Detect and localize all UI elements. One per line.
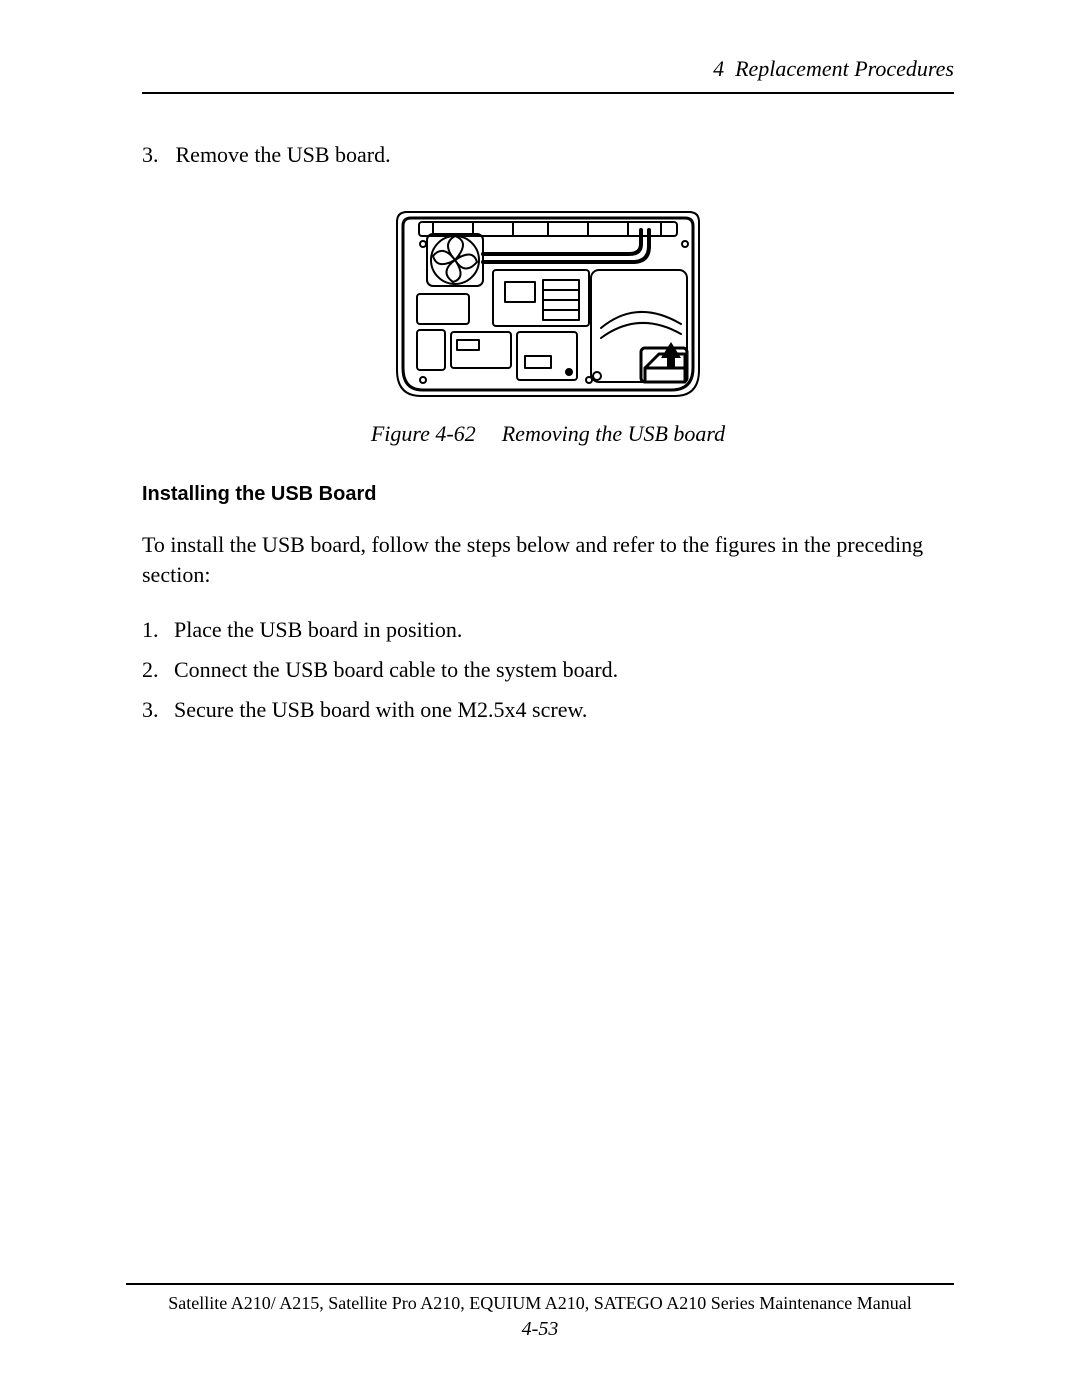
install-steps: 1. Place the USB board in position. 2. C… — [142, 615, 954, 724]
step-text: Remove the USB board. — [176, 142, 391, 167]
page-number: 4-53 — [126, 1318, 954, 1341]
list-item: 2. Connect the USB board cable to the sy… — [142, 655, 954, 685]
laptop-base-diagram — [393, 200, 703, 400]
figure-label: Figure 4-62 — [371, 421, 476, 446]
step-text: Place the USB board in position. — [174, 615, 462, 645]
figure — [142, 200, 954, 405]
chapter-title: Replacement Procedures — [735, 56, 954, 81]
section-intro: To install the USB board, follow the ste… — [142, 530, 954, 589]
figure-caption: Figure 4-62 Removing the USB board — [142, 421, 954, 447]
list-item: 1. Place the USB board in position. — [142, 615, 954, 645]
step-number: 3. — [142, 695, 174, 725]
step-number: 2. — [142, 655, 174, 685]
footer-rule — [126, 1283, 954, 1285]
list-item: 3. Secure the USB board with one M2.5x4 … — [142, 695, 954, 725]
step-text: Secure the USB board with one M2.5x4 scr… — [174, 695, 587, 725]
manual-title: Satellite A210/ A215, Satellite Pro A210… — [126, 1293, 954, 1314]
chapter-number: 4 — [713, 56, 724, 81]
step-number: 1. — [142, 615, 174, 645]
figure-title: Removing the USB board — [502, 421, 725, 446]
top-step: 3. Remove the USB board. — [142, 142, 954, 168]
step-text: Connect the USB board cable to the syste… — [174, 655, 618, 685]
page-footer: Satellite A210/ A215, Satellite Pro A210… — [126, 1283, 954, 1341]
page-header: 4 Replacement Procedures — [142, 56, 954, 82]
page: 4 Replacement Procedures 3. Remove the U… — [0, 0, 1080, 1397]
section-heading: Installing the USB Board — [142, 483, 954, 506]
header-rule — [142, 92, 954, 94]
step-number: 3. — [142, 142, 170, 168]
